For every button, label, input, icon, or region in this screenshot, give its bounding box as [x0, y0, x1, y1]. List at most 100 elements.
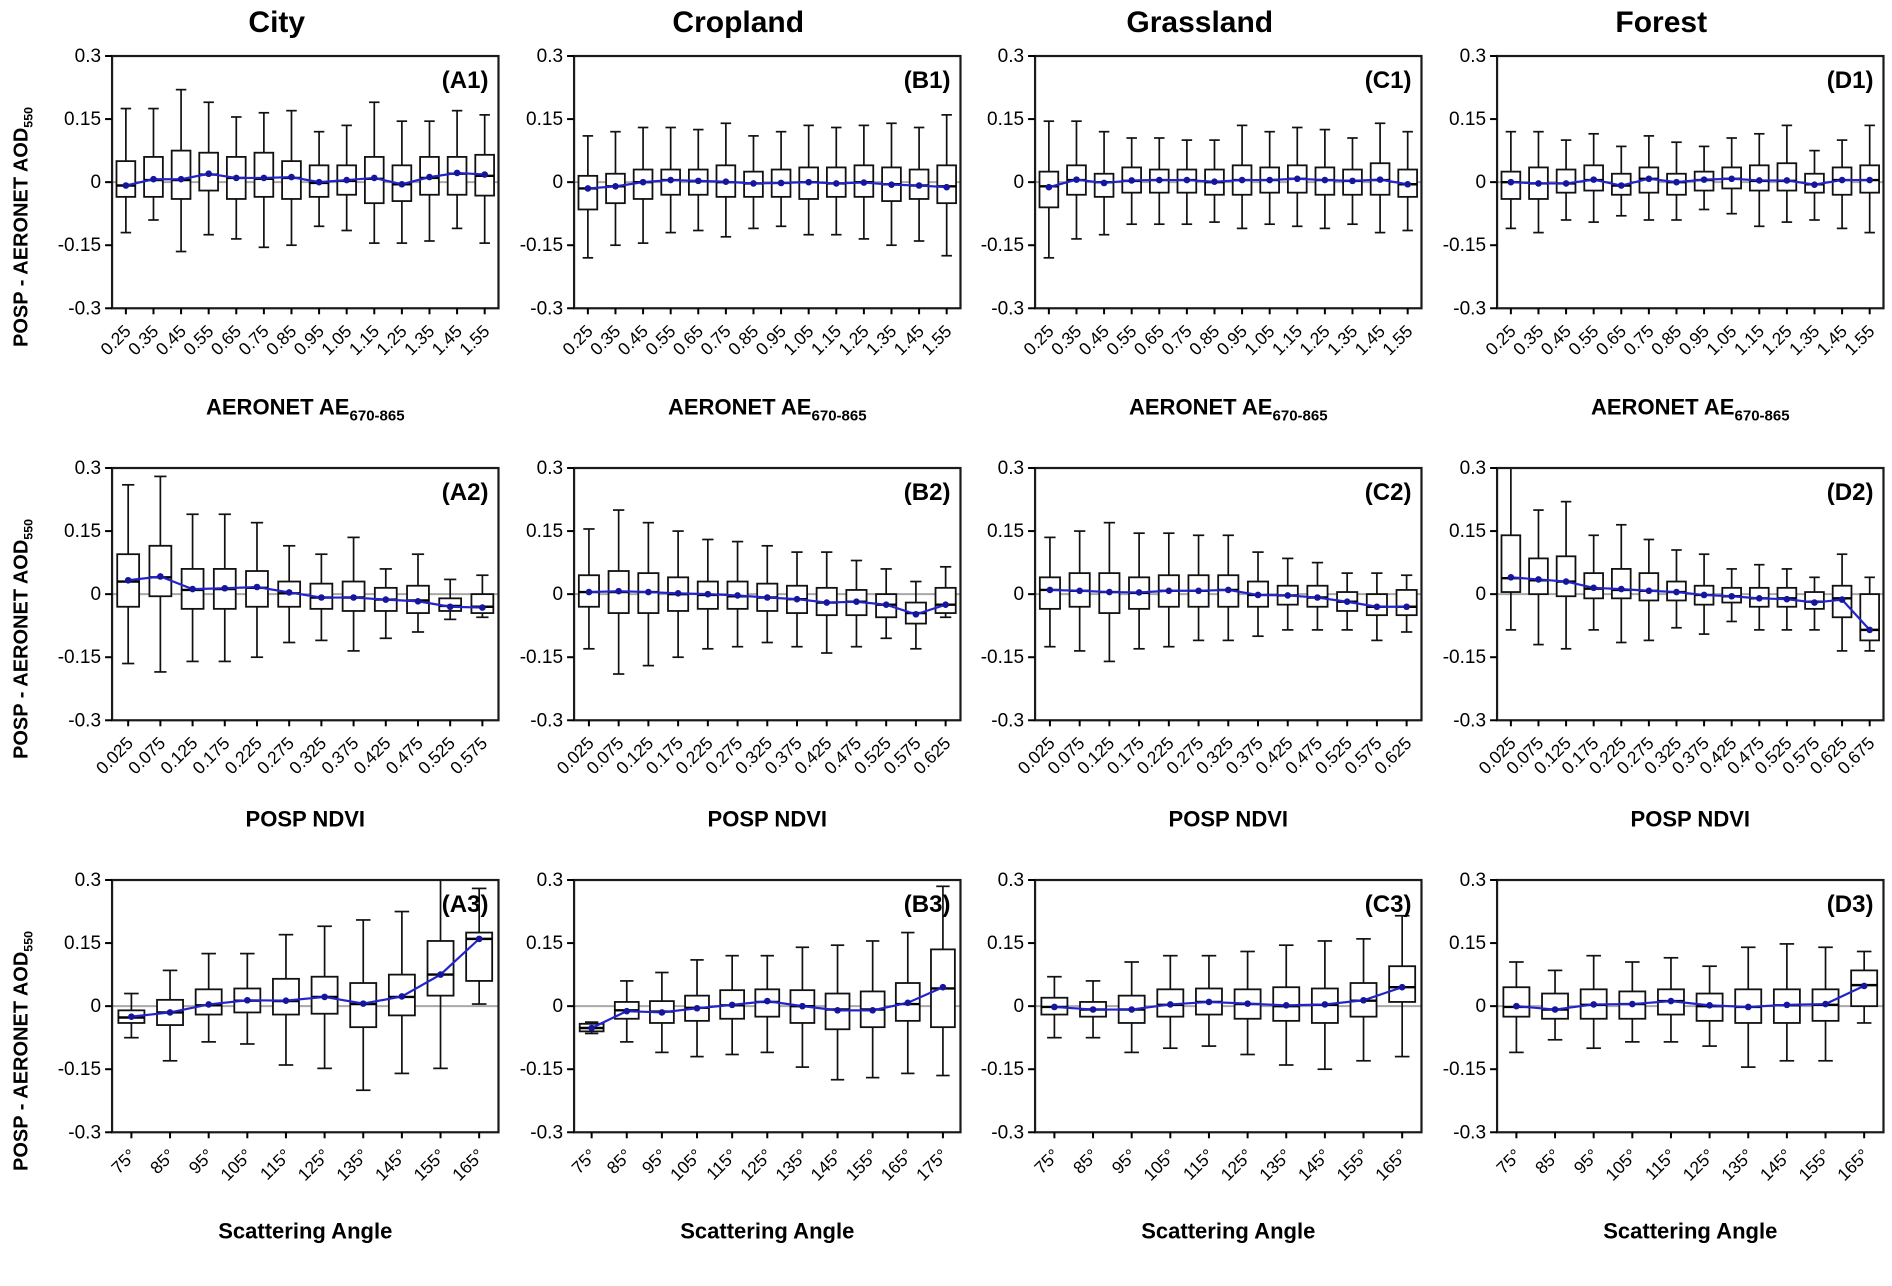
mean-point — [941, 601, 949, 608]
y-tick-label: -0.15 — [519, 647, 562, 668]
mean-point — [437, 971, 444, 978]
y-tick-label: 0 — [90, 584, 101, 605]
mean-point — [1727, 175, 1735, 183]
panel-a1: 0.3 0.15 0 -0.15 -0.3 0.25 0.35 0.45 0.55 0.65 0.7… — [46, 46, 508, 458]
mean-point — [882, 601, 889, 608]
box-75° — [1040, 975, 1069, 1039]
y-tick-label: 0.15 — [987, 521, 1024, 542]
y-tick-label: 0 — [552, 996, 563, 1017]
mean-point — [1551, 1006, 1558, 1013]
mean-line — [1515, 984, 1865, 1011]
y-tick-label: 0.15 — [1449, 109, 1486, 130]
y-tick-label: -0.3 — [530, 710, 563, 731]
chart-B3: 0.3 0.15 0 -0.15 -0.375° 85° 95°105°115°125°13… — [519, 870, 962, 1243]
column-title-cropland: Cropland — [672, 6, 805, 39]
mean-point — [150, 175, 157, 183]
panel-label: (D2) — [1826, 479, 1873, 506]
mean-point — [1507, 574, 1514, 581]
mean-point — [1534, 180, 1542, 187]
mean-point — [1617, 182, 1625, 189]
mean-line — [1048, 177, 1408, 189]
mean-point — [1376, 176, 1384, 183]
y-tick-label: -0.15 — [58, 1059, 101, 1080]
x-tick-label: 0.575 — [446, 733, 491, 778]
box-155° — [426, 880, 455, 1070]
mean-point — [260, 174, 268, 182]
y-tick-label: 0.15 — [526, 933, 563, 954]
mean-line — [587, 178, 947, 190]
mean-point — [1128, 1006, 1135, 1013]
mean-point — [860, 179, 867, 186]
mean-point — [321, 993, 328, 1001]
panel-label: (C1) — [1365, 67, 1412, 94]
x-axis-title: AERONET AE670-865 — [1129, 394, 1328, 424]
x-axis-title: POSP NDVI — [707, 806, 827, 831]
mean-point — [1562, 578, 1569, 585]
mean-point — [288, 173, 295, 181]
mean-point — [1244, 1000, 1251, 1007]
panel-d2: 0.3 0.15 0 -0.15 -0.3 0.025 0.075 0.125 0.175 0.2… — [1431, 458, 1892, 870]
box-85° — [1540, 969, 1569, 1041]
iqr-box — [1501, 986, 1530, 1018]
panel-label: (A2) — [442, 479, 489, 506]
mean-point — [124, 576, 132, 584]
y-tick-label: 0.15 — [987, 933, 1024, 954]
mean-point — [887, 181, 895, 188]
x-tick-label: 105° — [666, 1145, 706, 1185]
mean-point — [1865, 626, 1873, 634]
row2-gutter: POSP - AERONET AOD550 — [0, 458, 46, 870]
mean-point — [1534, 576, 1542, 583]
x-tick-label: 75° — [1030, 1145, 1063, 1178]
mean-point — [1195, 587, 1202, 595]
y-tick-label: -0.15 — [58, 647, 101, 668]
y-tick-label: 0 — [552, 172, 563, 193]
panel-label: (A3) — [442, 891, 489, 918]
x-tick-label: 155° — [410, 1145, 450, 1185]
y-tick-label: -0.15 — [519, 235, 562, 256]
mean-point — [1282, 1002, 1290, 1009]
x-tick-label: 165° — [448, 1145, 488, 1185]
panel-label: (D1) — [1826, 67, 1873, 94]
x-axis-title: Scattering Angle — [1141, 1218, 1315, 1243]
mean-point — [244, 996, 251, 1004]
column-title-forest: Forest — [1615, 6, 1708, 39]
y-tick-label: -0.3 — [530, 298, 563, 319]
chart-C2: 0.30.150-0.15-0.30.0250.0750.1250.1750.2… — [981, 458, 1423, 831]
x-tick-label: 155° — [1794, 1145, 1834, 1185]
mean-point — [1046, 586, 1054, 594]
y-tick-label: -0.3 — [68, 298, 101, 319]
mean-point — [1672, 588, 1680, 596]
y-tick-label: 0.3 — [536, 458, 562, 479]
x-tick-label: 135° — [332, 1145, 372, 1185]
mean-point — [318, 594, 325, 601]
y-tick-label: -0.15 — [58, 235, 101, 256]
y-tick-label: 0 — [1013, 172, 1024, 193]
mean-line — [128, 575, 483, 609]
iqr-box — [1395, 589, 1418, 617]
mean-point — [1073, 176, 1080, 183]
panel-c3: 0.3 0.15 0 -0.15 -0.3 75° 85° 95° 105° 115° 125° 13… — [969, 870, 1431, 1282]
mean-point — [1744, 1003, 1752, 1011]
mean-point — [749, 180, 757, 187]
mean-point — [414, 597, 422, 605]
mean-point — [189, 585, 196, 593]
iqr-box — [115, 160, 137, 198]
mean-point — [1755, 595, 1763, 602]
mean-point — [446, 603, 454, 611]
mean-point — [1667, 997, 1674, 1005]
panel-c2: 0.3 0.15 0 -0.15 -0.3 0.025 0.075 0.125 0.175 0.2… — [969, 458, 1431, 870]
box-0.525 — [1776, 568, 1797, 631]
mean-point — [1860, 982, 1867, 990]
mean-point — [1321, 1001, 1329, 1008]
mean-point — [611, 183, 619, 190]
y-tick-label: 0 — [90, 996, 101, 1017]
iqr-box — [1858, 593, 1880, 642]
panel-label: (C3) — [1365, 891, 1412, 918]
boxplot-group — [115, 88, 495, 253]
mean-point — [359, 1000, 367, 1007]
mean-point — [1238, 176, 1246, 184]
mean-point — [1128, 177, 1135, 184]
mean-point — [939, 983, 946, 991]
column-title-grassland: Grassland — [1126, 6, 1274, 39]
x-tick-label: 115° — [1640, 1145, 1679, 1184]
